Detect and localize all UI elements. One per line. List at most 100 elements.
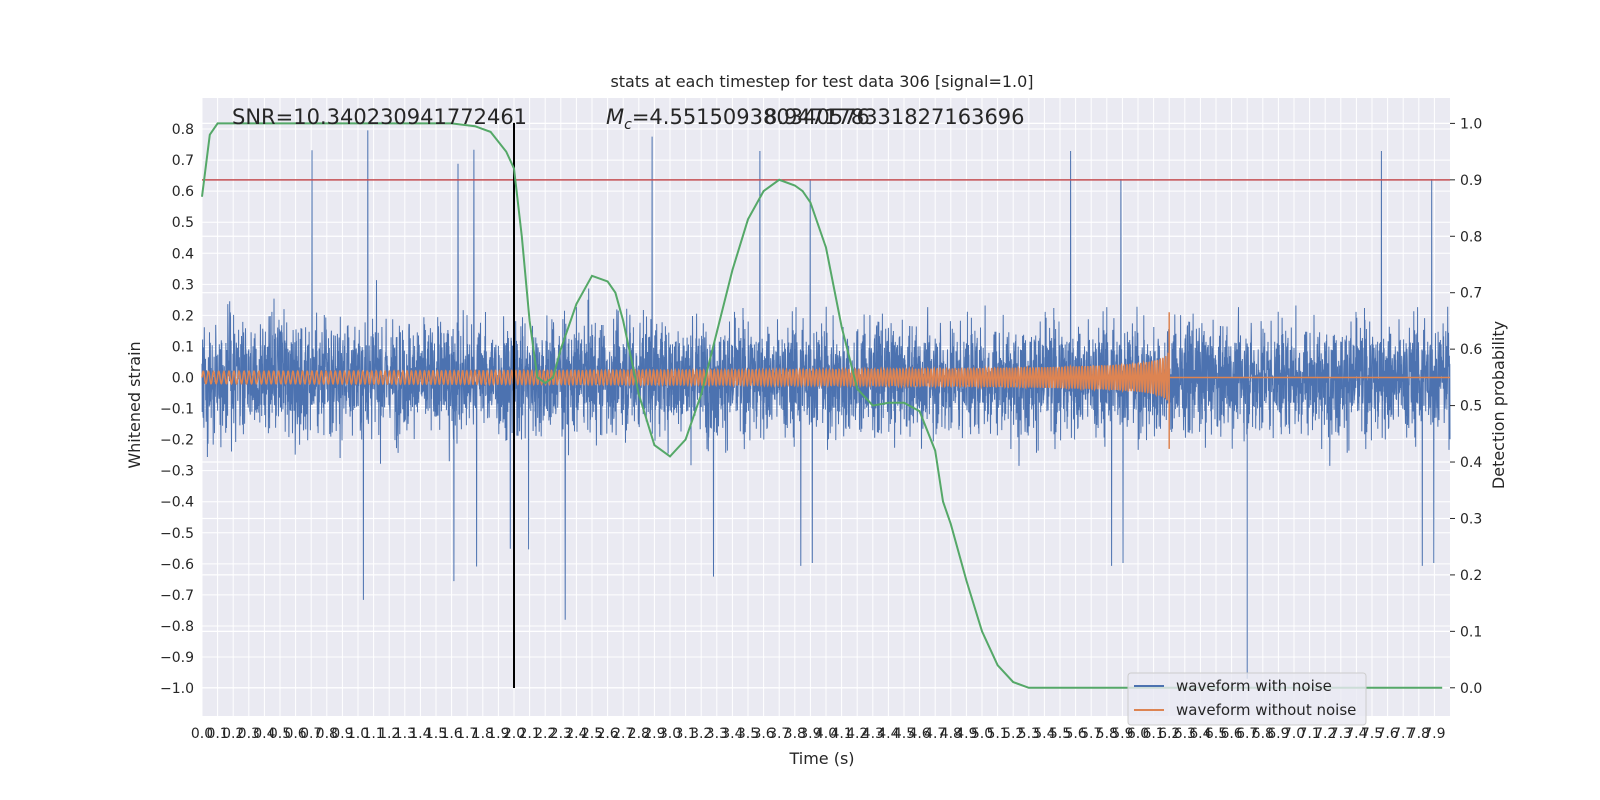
y-tick-label: −1.0 — [160, 681, 194, 697]
x-tick-label: 7.6 — [1376, 726, 1398, 742]
chart-title: stats at each timestep for test data 306… — [610, 72, 1033, 91]
y2-tick-label: 0.2 — [1460, 568, 1482, 584]
y-axis-label: Whitened strain — [125, 341, 144, 468]
x-tick-label: 1.4 — [409, 726, 431, 742]
chirp-mass-symbol: M — [606, 105, 624, 129]
y-tick-label: 0.7 — [172, 153, 194, 169]
x-tick-label: 7.8 — [1408, 726, 1430, 742]
x-tick-label: 2.7 — [612, 726, 634, 742]
x-tick-label: 1.8 — [472, 726, 494, 742]
y-tick-label: −0.5 — [160, 526, 194, 542]
x-tick-label: 0.4 — [253, 726, 275, 742]
x-tick-label: 7.3 — [1330, 726, 1352, 742]
x-tick-label: 0.2 — [222, 726, 244, 742]
y-tick-label: −0.1 — [160, 402, 194, 418]
x-tick-label: 3.1 — [674, 726, 696, 742]
legend: waveform with noise waveform without noi… — [1127, 672, 1367, 726]
x-tick-label: 7.4 — [1345, 726, 1367, 742]
y-tick-label: −0.3 — [160, 464, 194, 480]
y2-tick-label: 1.0 — [1460, 116, 1482, 132]
x-tick-label: 1.7 — [456, 726, 478, 742]
x-tick-label: 3.3 — [706, 726, 728, 742]
x-tick-label: 1.2 — [378, 726, 400, 742]
x-tick-label: 3.7 — [768, 726, 790, 742]
x-tick-label: 2.3 — [550, 726, 572, 742]
x-tick-label: 6.9 — [1267, 726, 1289, 742]
x-tick-label: 1.3 — [394, 726, 416, 742]
x-tick-label: 4.6 — [908, 726, 930, 742]
x-tick-label: 5.8 — [1096, 726, 1118, 742]
y-tick-label: 0.3 — [172, 277, 194, 293]
x-tick-label: 3.6 — [752, 726, 774, 742]
x-tick-label: 3.9 — [799, 726, 821, 742]
y-tick-label: 0.1 — [172, 339, 194, 355]
y2-axis-ticks: 1.0 0.9 0.8 0.7 0.6 0.5 0.4 0.3 0.2 0.1 0.0 — [1450, 116, 1482, 697]
y2-tick-label: 0.6 — [1460, 342, 1482, 358]
x-tick-label: 5.4 — [1033, 726, 1055, 742]
x-tick-label: 5.6 — [1064, 726, 1086, 742]
x-tick-label: 5.2 — [1002, 726, 1024, 742]
x-tick-label: 2.8 — [628, 726, 650, 742]
y-tick-label: −0.2 — [160, 433, 194, 449]
legend-label-clean: waveform without noise — [1176, 701, 1356, 719]
x-tick-label: 2.0 — [503, 726, 525, 742]
x-tick-label: 4.4 — [877, 726, 899, 742]
x-tick-label: 4.3 — [862, 726, 884, 742]
x-tick-label: 2.9 — [643, 726, 665, 742]
x-tick-label: 7.7 — [1392, 726, 1414, 742]
y-tick-label: 0.5 — [172, 215, 194, 231]
waveform-without-noise-series — [201, 312, 1450, 449]
y-tick-label: −0.9 — [160, 650, 194, 666]
x-tick-label: 0.1 — [206, 726, 228, 742]
y-tick-label: 0.0 — [172, 370, 194, 386]
x-tick-label: 4.1 — [830, 726, 852, 742]
x-tick-label: 7.2 — [1314, 726, 1336, 742]
y2-tick-label: 0.9 — [1460, 173, 1482, 189]
y2-axis-label: Detection probability — [1489, 321, 1508, 489]
y-tick-label: −0.6 — [160, 557, 194, 573]
x-tick-label: 4.9 — [955, 726, 977, 742]
x-tick-label: 1.6 — [440, 726, 462, 742]
x-tick-label: 5.3 — [1018, 726, 1040, 742]
legend-box — [1127, 672, 1367, 726]
x-tick-label: 7.9 — [1423, 726, 1445, 742]
y2-tick-label: 0.7 — [1460, 286, 1482, 302]
chirp-mass-subscript: c — [624, 117, 632, 133]
x-tick-label: 5.5 — [1049, 726, 1071, 742]
y2-tick-label: 0.8 — [1460, 229, 1482, 245]
x-tick-label: 2.2 — [534, 726, 556, 742]
x-tick-label: 1.5 — [425, 726, 447, 742]
x-tick-label: 6.5 — [1205, 726, 1227, 742]
x-tick-label: 5.1 — [986, 726, 1008, 742]
x-tick-label: 6.2 — [1158, 726, 1180, 742]
x-tick-label: 3.4 — [721, 726, 743, 742]
x-tick-label: 2.4 — [565, 726, 587, 742]
y2-tick-label: 0.0 — [1460, 681, 1482, 697]
detection-probability-series — [201, 122, 1443, 689]
x-tick-label: 3.5 — [737, 726, 759, 742]
x-tick-label: 1.1 — [362, 726, 384, 742]
x-tick-label: 0.3 — [238, 726, 260, 742]
chirp-mass-value: =4.551509380340576 — [632, 105, 870, 129]
x-tick-label: 4.7 — [924, 726, 946, 742]
x-tick-label: 7.1 — [1298, 726, 1320, 742]
x-tick-label: 4.8 — [940, 726, 962, 742]
x-tick-label: 0.7 — [300, 726, 322, 742]
x-tick-label: 6.4 — [1189, 726, 1211, 742]
x-tick-label: 4.5 — [893, 726, 915, 742]
x-tick-label: 6.1 — [1142, 726, 1164, 742]
y-axis-ticks: 0.8 0.7 0.6 0.5 0.4 0.3 0.2 0.1 0.0 −0.1 −0.2 −0.3 −… — [160, 122, 194, 697]
y2-tick-label: 0.5 — [1460, 399, 1482, 415]
x-tick-label: 0.0 — [191, 726, 213, 742]
y-tick-label: 0.4 — [172, 246, 194, 262]
y-tick-label: −0.8 — [160, 619, 194, 635]
x-tick-label: 3.0 — [659, 726, 681, 742]
y-tick-label: 0.6 — [172, 184, 194, 200]
chirp-mass-annotation: Mc=4.551509380340576 — [606, 105, 870, 133]
x-axis-label: Time (s) — [788, 749, 854, 768]
x-tick-label: 0.5 — [269, 726, 291, 742]
x-tick-label: 5.7 — [1080, 726, 1102, 742]
x-tick-label: 0.6 — [284, 726, 306, 742]
x-tick-label: 7.0 — [1283, 726, 1305, 742]
